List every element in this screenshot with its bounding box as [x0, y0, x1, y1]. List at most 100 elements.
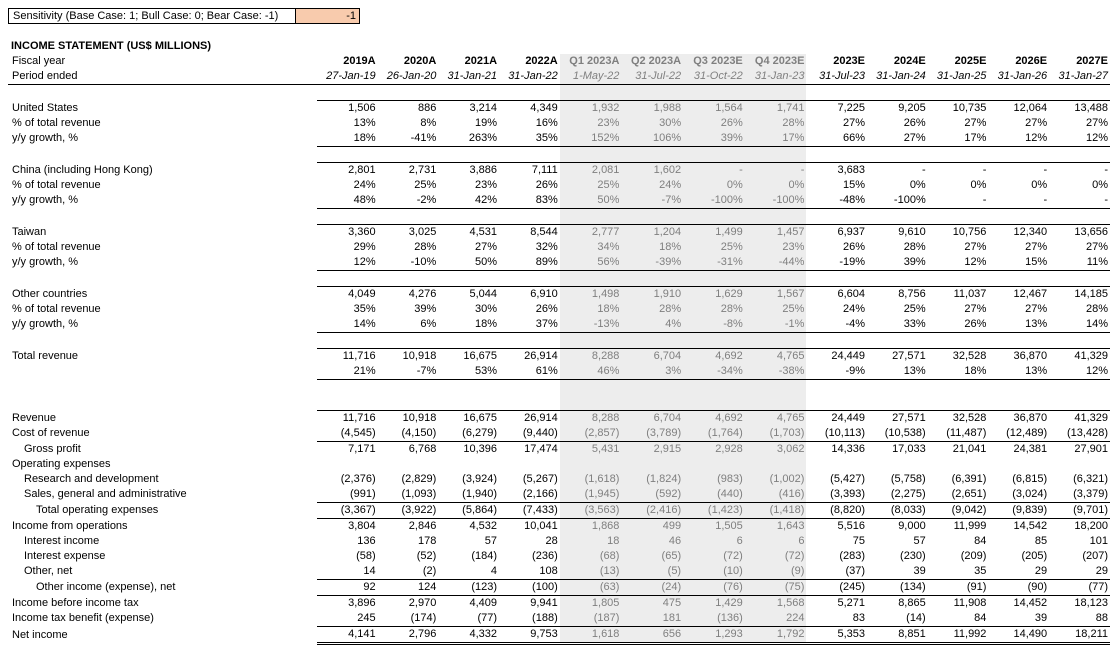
value-cell[interactable]	[317, 457, 378, 472]
value-cell[interactable]: (9,440)	[499, 426, 560, 442]
value-cell[interactable]: (1,945)	[559, 487, 622, 503]
value-cell[interactable]: 6	[744, 534, 807, 549]
sensitivity-input-cell[interactable]: -1	[296, 8, 360, 24]
spacer-cell[interactable]	[559, 332, 622, 349]
value-cell[interactable]: 4,765	[744, 348, 807, 364]
value-cell[interactable]: 84	[974, 535, 987, 547]
value-cell[interactable]: 2,777	[559, 224, 622, 240]
value-cell[interactable]: 27,901	[1074, 443, 1108, 455]
value-cell[interactable]: 16%	[535, 117, 558, 129]
value-cell[interactable]: (1,703)	[744, 426, 807, 442]
value-cell[interactable]: 32,528	[927, 410, 989, 426]
value-cell[interactable]: (90)	[988, 579, 1050, 596]
value-cell[interactable]: (2)	[377, 564, 439, 580]
value-cell[interactable]: 50%	[559, 193, 622, 209]
value-cell[interactable]: 2,731	[377, 162, 439, 178]
value-cell[interactable]: 9,205	[867, 100, 928, 116]
value-cell[interactable]: 136	[357, 535, 376, 547]
header-period-cell[interactable]: 31-Oct-22	[683, 69, 745, 85]
value-cell[interactable]: 1,868	[559, 518, 622, 534]
value-cell[interactable]: 11%	[1049, 255, 1110, 271]
value-cell[interactable]: (236)	[532, 550, 558, 562]
value-cell[interactable]: 28%	[683, 302, 745, 317]
value-cell[interactable]: 4,765	[744, 410, 807, 426]
value-cell[interactable]: -19%	[806, 255, 868, 271]
value-cell[interactable]: (2,857)	[559, 426, 622, 442]
value-cell[interactable]: 27%	[1025, 241, 1048, 253]
value-cell[interactable]: 2,081	[559, 162, 622, 178]
value-cell[interactable]: 57	[913, 535, 926, 547]
value-cell[interactable]: 14,452	[1013, 597, 1048, 609]
value-cell[interactable]: 0%	[683, 178, 745, 193]
spacer-cell[interactable]	[806, 395, 867, 411]
value-cell[interactable]: (123)	[438, 579, 500, 596]
value-cell[interactable]: 27%	[1025, 303, 1048, 315]
value-cell[interactable]: (6,321)	[1073, 473, 1108, 485]
value-cell[interactable]: 1,506	[316, 100, 378, 116]
value-cell[interactable]: (3,379)	[1049, 487, 1110, 503]
value-cell[interactable]: 26%	[842, 241, 866, 253]
spacer-cell[interactable]	[744, 270, 807, 287]
value-cell[interactable]: 0%	[970, 179, 987, 191]
spacer-cell[interactable]	[683, 332, 745, 349]
value-cell[interactable]: 3,214	[438, 100, 500, 116]
spacer-cell[interactable]	[317, 85, 378, 101]
value-cell[interactable]: 8,851	[867, 626, 928, 645]
value-cell[interactable]: 7,225	[806, 100, 868, 116]
spacer-cell[interactable]	[621, 208, 684, 225]
value-cell[interactable]: (2,376)	[340, 473, 376, 485]
value-cell[interactable]: 6,910	[499, 286, 560, 302]
value-cell[interactable]	[867, 457, 928, 472]
value-cell[interactable]: 26,914	[499, 410, 560, 426]
value-cell[interactable]: -	[988, 162, 1050, 178]
value-cell[interactable]: 18%	[621, 240, 684, 255]
value-cell[interactable]: 24,381	[1013, 443, 1048, 455]
value-cell[interactable]: 14,542	[1013, 520, 1048, 532]
value-cell[interactable]: (72)	[744, 549, 807, 564]
value-cell[interactable]: (230)	[900, 550, 926, 562]
value-cell[interactable]: 18,123	[1074, 597, 1108, 609]
value-cell[interactable]: 886	[377, 100, 439, 116]
value-cell[interactable]: 8,756	[867, 286, 928, 302]
value-cell[interactable]: (52)	[416, 550, 437, 562]
value-cell[interactable]: (9)	[744, 564, 807, 580]
spacer-cell[interactable]	[621, 146, 684, 163]
spacer-cell[interactable]	[8, 209, 317, 225]
value-cell[interactable]: (5,864)	[438, 502, 500, 519]
value-cell[interactable]: (283)	[839, 550, 866, 562]
header-year-cell[interactable]: 2021A	[464, 55, 498, 67]
spacer-cell[interactable]	[559, 270, 622, 287]
value-cell[interactable]: (991)	[316, 487, 378, 503]
spacer-cell[interactable]	[744, 395, 807, 411]
value-cell[interactable]: 3,683	[806, 162, 868, 178]
value-cell[interactable]: 14%	[1049, 317, 1110, 333]
value-cell[interactable]	[621, 457, 684, 472]
value-cell[interactable]: 2,801	[316, 162, 378, 178]
value-cell[interactable]: (75)	[744, 579, 807, 596]
spacer-cell[interactable]	[499, 380, 560, 396]
spacer-cell[interactable]	[806, 209, 867, 225]
value-cell[interactable]: 33%	[867, 317, 928, 333]
value-cell[interactable]: 4,332	[438, 626, 500, 645]
value-cell[interactable]: 84	[927, 611, 989, 627]
value-cell[interactable]: 13,488	[1049, 100, 1110, 116]
value-cell[interactable]: 57	[484, 535, 498, 547]
value-cell[interactable]	[438, 457, 499, 472]
spacer-cell[interactable]	[499, 85, 560, 101]
value-cell[interactable]: 32%	[535, 241, 558, 253]
value-cell[interactable]: 4,276	[377, 286, 439, 302]
value-cell[interactable]: 34%	[559, 240, 622, 255]
value-cell[interactable]: 15%	[988, 255, 1050, 271]
value-cell[interactable]: 66%	[806, 131, 868, 147]
spacer-cell[interactable]	[8, 85, 317, 101]
value-cell[interactable]: 17%	[744, 131, 807, 147]
spacer-cell[interactable]	[867, 380, 928, 396]
value-cell[interactable]: (3,789)	[621, 426, 684, 442]
value-cell[interactable]: 5,271	[837, 597, 866, 609]
spacer-cell[interactable]	[317, 380, 378, 396]
value-cell[interactable]: 26%	[903, 117, 926, 129]
header-period-cell[interactable]: 1-May-22	[559, 69, 622, 85]
header-year-cell[interactable]: Q4 2023E	[744, 54, 807, 69]
spacer-cell[interactable]	[744, 208, 807, 225]
value-cell[interactable]: 92	[316, 579, 378, 596]
